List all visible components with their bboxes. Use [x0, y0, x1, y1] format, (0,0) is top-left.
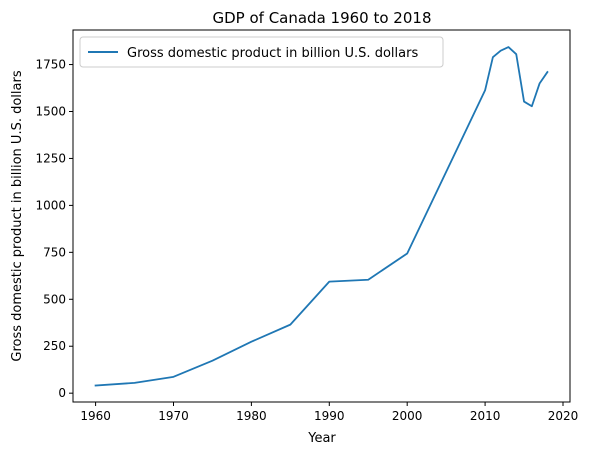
y-tick-label: 500	[43, 292, 66, 306]
series-line	[94, 46, 549, 387]
x-axis-label: Year	[307, 431, 336, 446]
y-axis-label: Gross domestic product in billion U.S. d…	[10, 70, 25, 361]
y-tick-label: 1750	[35, 58, 66, 72]
plot-frame	[72, 29, 571, 403]
y-tick-label: 1250	[35, 151, 66, 165]
legend: Gross domestic product in billion U.S. d…	[79, 36, 444, 68]
legend-label: Gross domestic product in billion U.S. d…	[127, 46, 418, 61]
x-tick-label: 2010	[470, 409, 501, 423]
x-tick-label: 1990	[314, 409, 345, 423]
y-tick-label: 0	[58, 386, 66, 400]
y-tick-label: 250	[43, 339, 66, 353]
y-tick-label: 1500	[35, 104, 66, 118]
x-tick-label: 1970	[158, 409, 189, 423]
x-tick-label: 1980	[236, 409, 267, 423]
chart-title: GDP of Canada 1960 to 2018	[212, 9, 431, 27]
legend-box	[79, 36, 444, 68]
y-tick-label: 750	[43, 245, 66, 259]
x-tick-label: 1960	[80, 409, 111, 423]
x-tick-label: 2020	[548, 409, 579, 423]
x-tick-label: 2000	[392, 409, 423, 423]
y-tick-label: 1000	[35, 198, 66, 212]
ticks-layer: 1960 1970 1980 1990 2000 2010 2020 0 250 500 750 10…	[35, 58, 578, 423]
lines-layer	[94, 46, 549, 387]
